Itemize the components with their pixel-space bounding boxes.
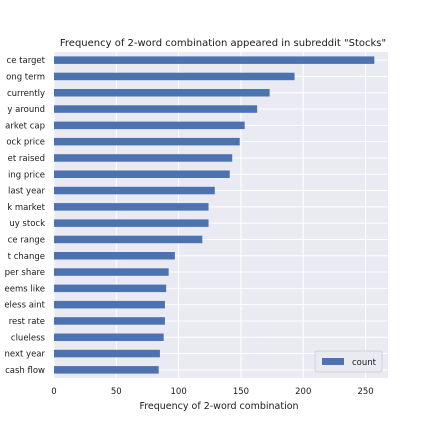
bar <box>54 137 240 146</box>
x-tick-label: 100 <box>171 387 187 397</box>
x-axis-label: Frequency of 2-word combination <box>139 401 298 412</box>
x-tick-labels: 0 50 100 150 200 250 <box>51 387 373 397</box>
y-tick-label: per share <box>5 268 45 278</box>
y-tick-label: t change <box>8 252 45 262</box>
x-tick-label: 0 <box>51 387 56 397</box>
bar <box>54 89 270 97</box>
legend-swatch <box>322 358 344 365</box>
bar <box>54 154 233 162</box>
legend-box <box>314 350 383 373</box>
bar <box>54 170 230 178</box>
bar <box>54 268 169 276</box>
y-tick-label: arket cap <box>5 121 45 131</box>
y-tick-label: rest rate <box>9 317 45 327</box>
y-tick-label: ock price <box>6 138 45 148</box>
legend-label: count <box>352 358 377 368</box>
bar <box>54 203 209 211</box>
y-tick-label: ong term <box>6 72 45 82</box>
bar <box>54 235 203 244</box>
y-tick-label: y around <box>7 105 45 115</box>
y-tick-label: currently <box>7 89 45 99</box>
y-tick-label: k market <box>7 203 45 213</box>
y-tick-label: last year <box>8 187 46 197</box>
bar <box>54 317 165 325</box>
bar <box>54 349 160 358</box>
bar <box>54 284 167 293</box>
chart-title: Frequency of 2-word combination appeared… <box>60 38 386 49</box>
bar <box>54 121 245 130</box>
bars <box>54 56 375 374</box>
y-tick-label: ing price <box>8 170 45 180</box>
x-tick-label: 150 <box>233 387 249 397</box>
x-tick-label: 50 <box>111 387 122 397</box>
y-tick-labels: ce target ong term currently y around arket … <box>4 56 45 376</box>
plot-area <box>54 52 388 378</box>
y-tick-label: clueless <box>11 333 46 343</box>
y-tick-label: next year <box>5 350 46 360</box>
bar <box>54 333 164 341</box>
bar <box>54 56 375 64</box>
y-tick-label: ce target <box>7 56 46 66</box>
bar <box>54 366 159 374</box>
bar <box>54 300 165 309</box>
y-tick-label: ce range <box>8 235 45 245</box>
x-tick-label: 250 <box>357 387 373 397</box>
bar <box>54 72 295 81</box>
bar <box>54 219 209 227</box>
y-tick-label: uy stock <box>9 219 45 229</box>
x-tick-label: 200 <box>295 387 311 397</box>
y-tick-label: eems like <box>5 284 45 294</box>
y-tick-label: cash flow <box>5 366 45 376</box>
bar <box>54 186 215 195</box>
bar <box>54 252 175 260</box>
y-tick-label: et raised <box>8 154 45 164</box>
legend: count <box>314 350 383 373</box>
y-tick-label: eless aint <box>4 301 45 311</box>
bar <box>54 105 258 113</box>
